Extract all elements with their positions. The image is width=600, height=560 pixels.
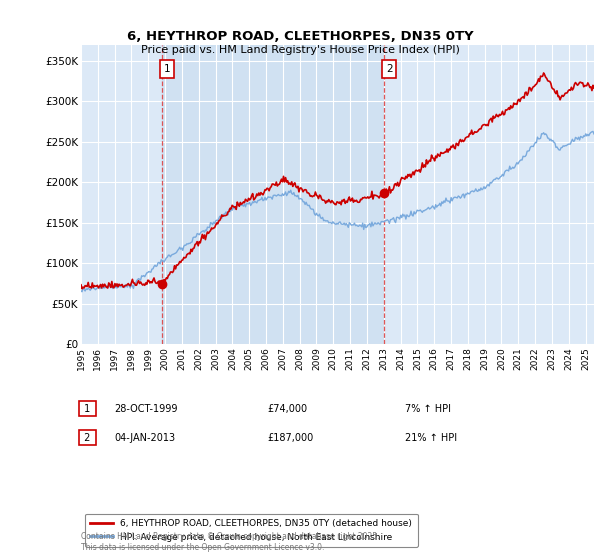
Text: 1: 1 <box>164 64 170 74</box>
Text: £74,000: £74,000 <box>267 404 307 414</box>
Text: 21% ↑ HPI: 21% ↑ HPI <box>405 433 457 443</box>
Text: £187,000: £187,000 <box>267 433 313 443</box>
Text: 04-JAN-2013: 04-JAN-2013 <box>114 433 175 443</box>
Text: 2: 2 <box>81 433 94 443</box>
Text: 28-OCT-1999: 28-OCT-1999 <box>114 404 178 414</box>
Text: 2: 2 <box>386 64 392 74</box>
Text: Price paid vs. HM Land Registry's House Price Index (HPI): Price paid vs. HM Land Registry's House … <box>140 45 460 55</box>
Text: 1: 1 <box>81 404 94 414</box>
Bar <box>162 45 384 344</box>
Legend: 6, HEYTHROP ROAD, CLEETHORPES, DN35 0TY (detached house), HPI: Average price, de: 6, HEYTHROP ROAD, CLEETHORPES, DN35 0TY … <box>85 514 418 547</box>
Text: Contains HM Land Registry data © Crown copyright and database right 2025.
This d: Contains HM Land Registry data © Crown c… <box>81 532 380 552</box>
Text: 7% ↑ HPI: 7% ↑ HPI <box>405 404 451 414</box>
Text: 6, HEYTHROP ROAD, CLEETHORPES, DN35 0TY: 6, HEYTHROP ROAD, CLEETHORPES, DN35 0TY <box>127 30 473 43</box>
